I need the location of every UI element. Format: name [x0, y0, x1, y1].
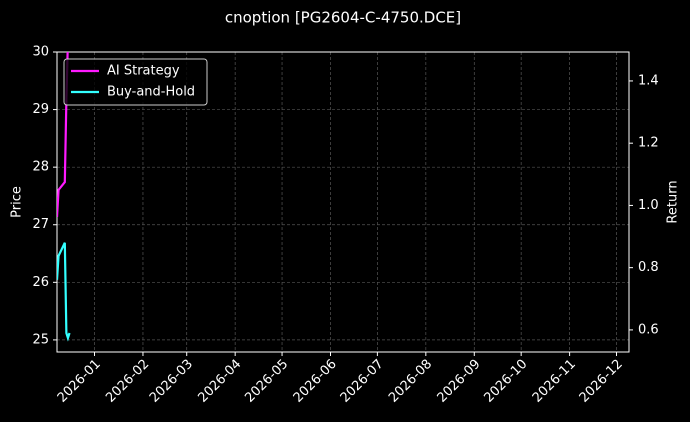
y-tick-label: 29 — [32, 102, 49, 117]
legend-box — [63, 58, 208, 106]
x-tick-label: 2026-12 — [577, 357, 626, 406]
x-tick-label: 2026-04 — [195, 357, 244, 406]
x-tick-label: 2026-02 — [103, 357, 152, 406]
y-tick-label: 28 — [32, 160, 49, 175]
y2-tick-label: 1.0 — [638, 198, 659, 213]
y-tick-label: 27 — [32, 217, 49, 232]
x-tick-label: 2026-06 — [291, 357, 340, 406]
x-tick-label: 2026-08 — [386, 357, 435, 406]
y2-axis-label: Return — [666, 180, 681, 223]
legend-label: AI Strategy — [107, 64, 180, 79]
x-tick-label: 2026-11 — [530, 357, 579, 406]
y-tick-label: 30 — [32, 45, 49, 60]
x-tick-label: 2026-10 — [481, 357, 530, 406]
y2-tick-label: 0.8 — [638, 260, 659, 275]
x-tick-label: 2026-07 — [338, 357, 387, 406]
legend-label: Buy-and-Hold — [107, 85, 195, 100]
y-tick-label: 25 — [32, 332, 49, 347]
x-tick-label: 2026-01 — [55, 357, 104, 406]
x-tick-label: 2026-03 — [147, 357, 196, 406]
x-tick-label: 2026-09 — [435, 357, 484, 406]
series-line — [57, 242, 71, 342]
y-tick-label: 26 — [32, 275, 49, 290]
y2-tick-label: 0.6 — [638, 322, 659, 337]
x-tick-label: 2026-05 — [242, 357, 291, 406]
y-axis-label: Price — [10, 186, 25, 218]
y2-tick-label: 1.4 — [638, 73, 659, 88]
chart-title: cnoption [PG2604-C-4750.DCE] — [225, 9, 461, 27]
y2-tick-label: 1.2 — [638, 136, 659, 151]
